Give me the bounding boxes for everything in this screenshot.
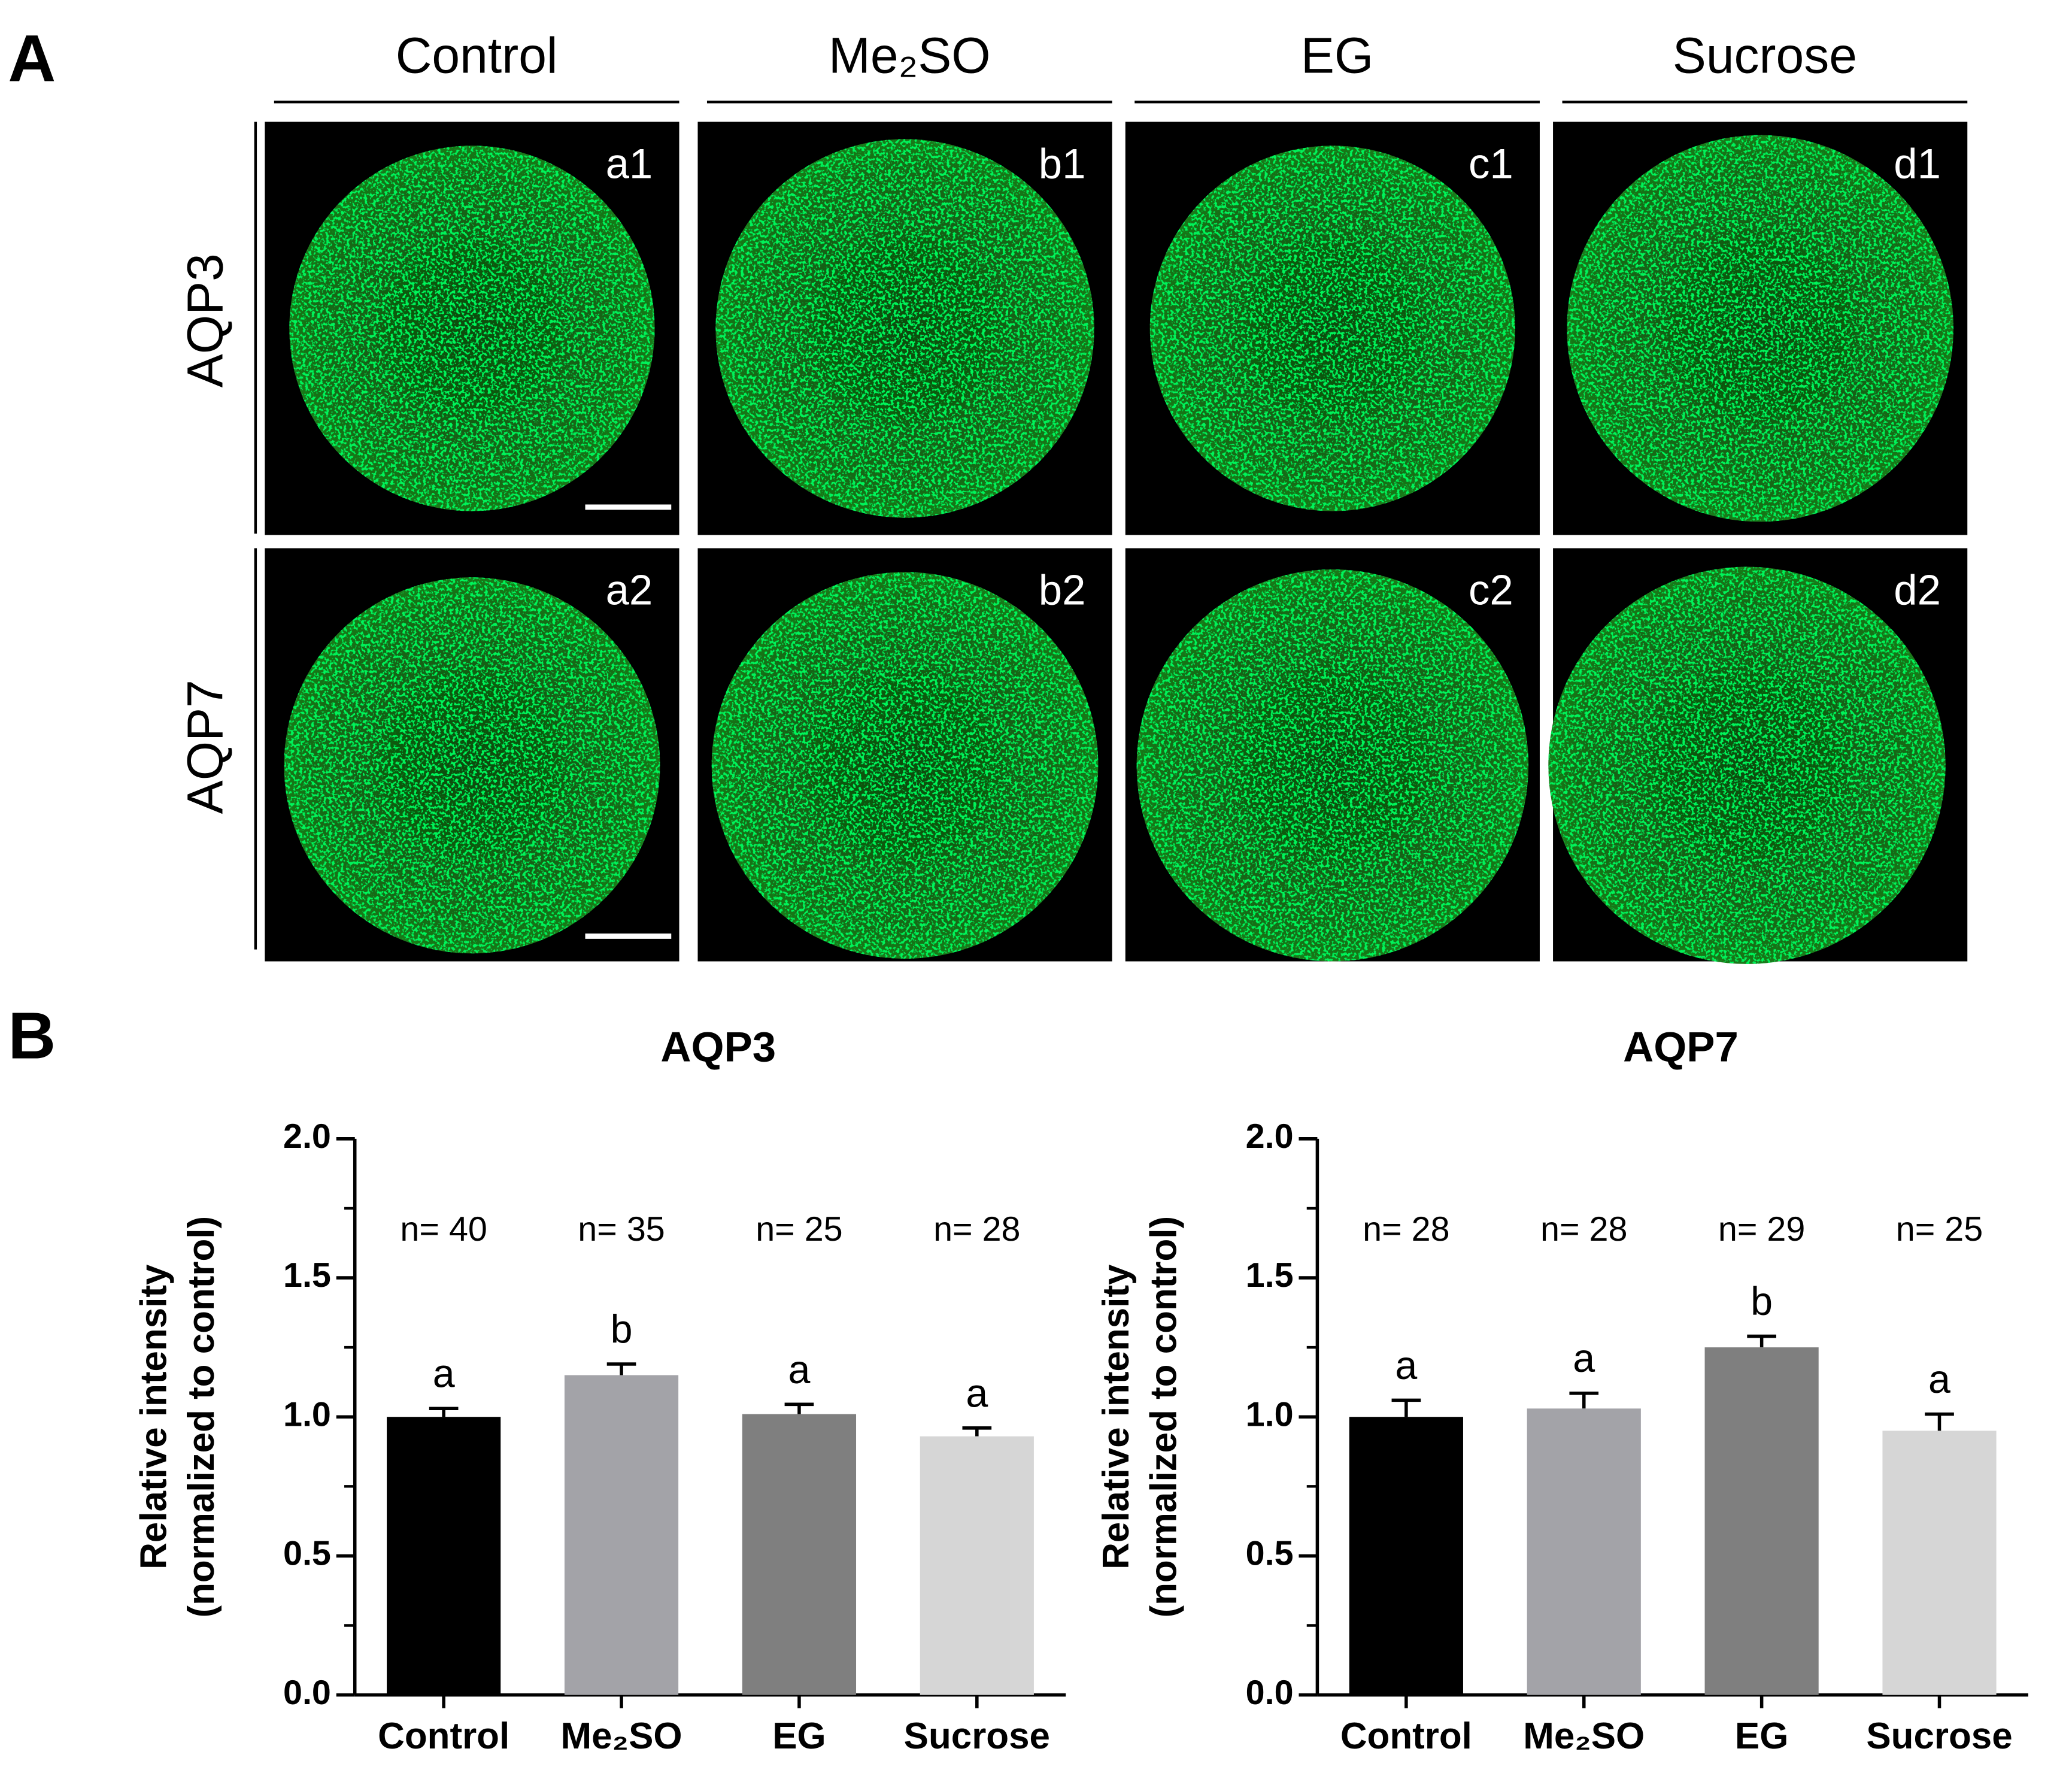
bar [1882,1431,1997,1695]
x-tick-label: Sucrose [904,1716,1050,1757]
significance-letter: a [1395,1344,1417,1388]
bar [742,1414,857,1695]
oocyte [1548,566,1946,964]
y-tick-label: 0.0 [1246,1674,1294,1712]
panel-label: B [8,999,56,1072]
column-heading: Control [396,28,558,84]
bar [1527,1408,1641,1695]
bar [920,1436,1034,1695]
y-axis-label: (normalized to control) [181,1216,222,1618]
panel-label: A [8,22,56,95]
y-tick-label: 0.5 [283,1535,331,1573]
y-axis-label: Relative intensity [1096,1264,1137,1569]
sample-size: n= 28 [1540,1210,1627,1248]
x-tick-label: EG [1735,1716,1788,1757]
significance-letter: a [788,1348,810,1392]
sample-size: n= 25 [1896,1210,1983,1248]
y-tick-label: 1.0 [283,1395,331,1434]
x-tick-label: Control [1340,1716,1472,1757]
y-tick-label: 1.5 [1246,1256,1294,1295]
oocyte [1136,569,1529,962]
row-label: AQP7 [177,680,233,814]
significance-letter: a [966,1371,988,1416]
x-tick-label: EG [772,1716,826,1757]
column-heading: Sucrose [1673,28,1857,84]
significance-letter: a [1573,1337,1595,1381]
image-label: d2 [1894,566,1941,613]
x-tick-label: Me₂SO [1523,1716,1645,1757]
oocyte [715,139,1094,518]
bar [387,1417,501,1695]
image-label: b2 [1039,566,1086,613]
oocyte [289,146,655,511]
row-label: AQP3 [177,253,233,387]
y-axis-label: (normalized to control) [1143,1216,1185,1618]
sample-size: n= 28 [1363,1210,1449,1248]
y-tick-label: 2.0 [1246,1117,1294,1156]
column-heading: EG [1301,28,1373,84]
bar [564,1375,679,1695]
x-tick-label: Control [378,1716,509,1757]
image-label: c1 [1469,140,1513,187]
y-axis-label: Relative intensity [133,1264,174,1569]
significance-letter: a [1928,1357,1950,1402]
y-tick-label: 0.0 [283,1674,331,1712]
sample-size: n= 40 [400,1210,487,1248]
y-tick-label: 1.5 [283,1256,331,1295]
oocyte [1567,135,1954,522]
oocyte [284,577,660,954]
oocyte [711,572,1099,959]
significance-letter: b [611,1307,633,1351]
x-tick-label: Sucrose [1866,1716,2012,1757]
bar [1704,1347,1819,1695]
x-tick-label: Me₂SO [561,1716,682,1757]
significance-letter: b [1751,1280,1773,1324]
y-tick-label: 1.0 [1246,1395,1294,1434]
bar [1349,1417,1463,1695]
sample-size: n= 28 [933,1210,1020,1248]
sample-size: n= 25 [756,1210,842,1248]
image-label: a1 [606,140,653,187]
column-heading: Me₂SO [829,28,991,84]
sample-size: n= 35 [578,1210,665,1248]
image-label: d1 [1894,140,1941,187]
oocyte [1149,146,1516,511]
chart-title: AQP7 [1623,1023,1739,1070]
image-label: a2 [606,566,653,613]
image-label: c2 [1469,566,1513,613]
y-tick-label: 2.0 [283,1117,331,1156]
y-tick-label: 0.5 [1246,1535,1294,1573]
image-label: b1 [1039,140,1086,187]
sample-size: n= 29 [1718,1210,1805,1248]
chart-title: AQP3 [660,1023,776,1070]
significance-letter: a [433,1352,455,1396]
